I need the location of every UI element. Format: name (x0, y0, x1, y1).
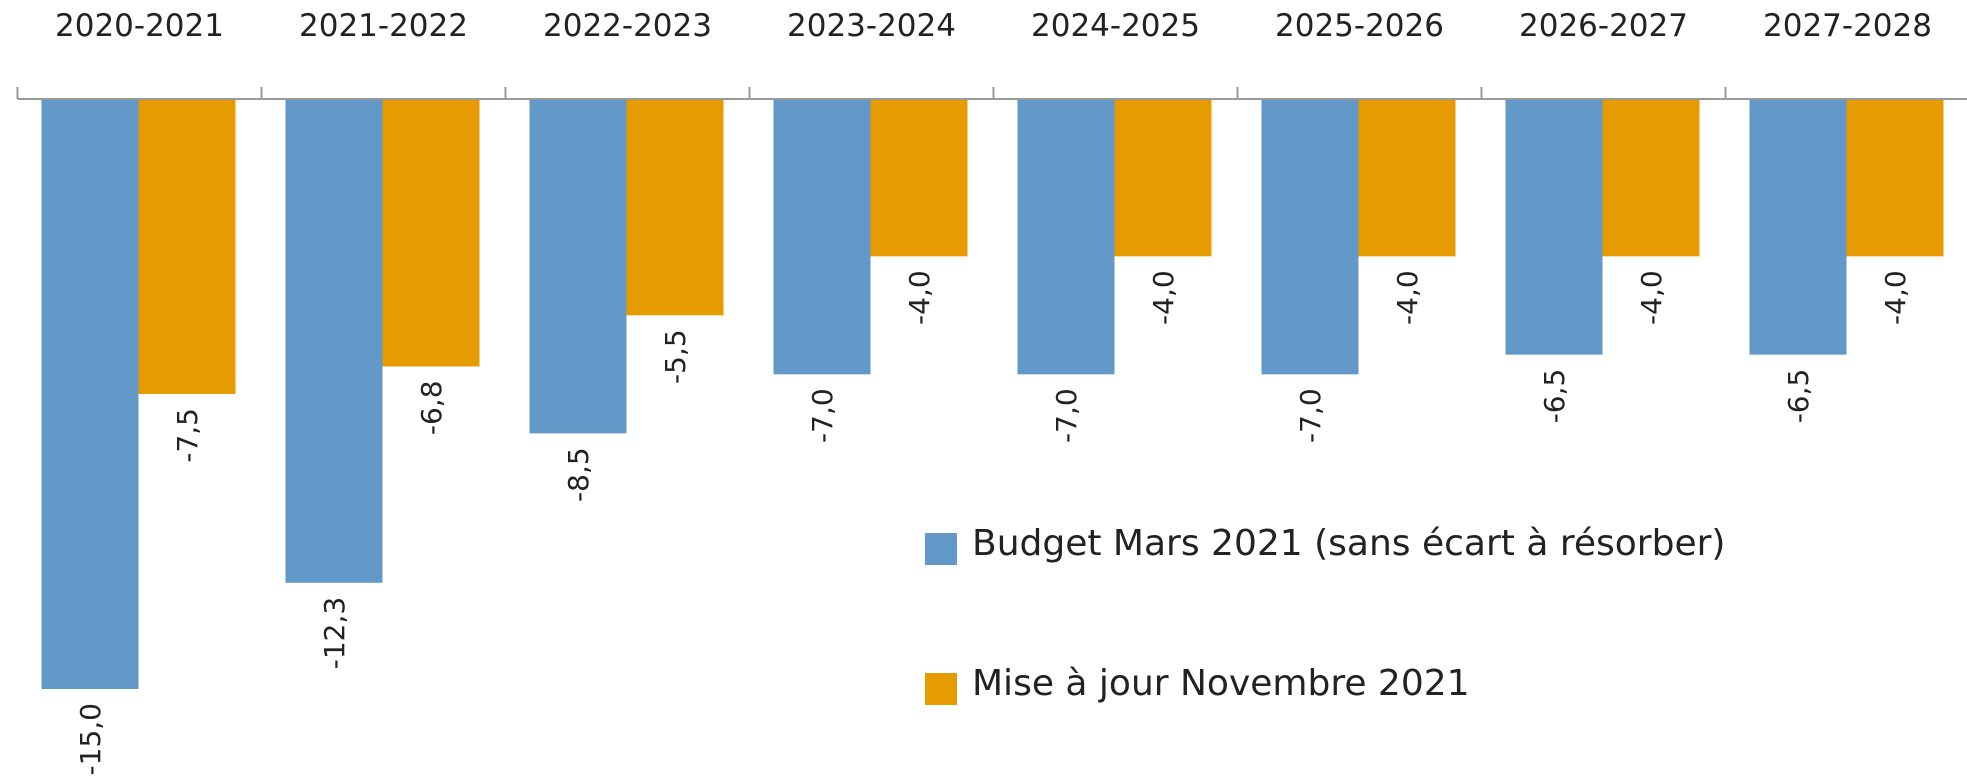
legend-swatch (925, 673, 957, 705)
bar (1114, 99, 1212, 257)
value-label: -7,0 (1294, 388, 1327, 443)
bar (41, 99, 139, 689)
x-tick-label: 2022-2023 (543, 8, 712, 44)
bar (382, 99, 480, 367)
bar (870, 99, 968, 257)
bar (626, 99, 724, 316)
value-label: -15,0 (74, 703, 107, 775)
legend-label: Mise à jour Novembre 2021 (972, 663, 1470, 704)
bar (1749, 99, 1847, 355)
bar (1602, 99, 1700, 257)
legend-label: Budget Mars 2021 (sans écart à résorber) (972, 523, 1725, 564)
bar (773, 99, 871, 375)
x-tick-label: 2023-2024 (787, 8, 956, 44)
value-label: -4,0 (1391, 270, 1424, 325)
x-tick-label: 2020-2021 (55, 8, 224, 44)
value-label: -12,3 (318, 597, 351, 669)
bar (1261, 99, 1359, 375)
value-label: -7,0 (806, 388, 839, 443)
bar (1505, 99, 1603, 355)
x-tick-label: 2027-2028 (1763, 8, 1932, 44)
bar (1358, 99, 1456, 257)
bar (1846, 99, 1944, 257)
x-tick-label: 2026-2027 (1519, 8, 1688, 44)
bar (285, 99, 383, 583)
value-label: -6,8 (415, 380, 448, 435)
value-label: -7,0 (1050, 388, 1083, 443)
value-label: -8,5 (562, 447, 595, 502)
value-label: -7,5 (171, 408, 204, 463)
x-tick-label: 2021-2022 (299, 8, 468, 44)
bar (138, 99, 236, 394)
legend-swatch (925, 533, 957, 565)
value-label: -6,5 (1538, 369, 1571, 424)
bar (1017, 99, 1115, 375)
value-label: -4,0 (1879, 270, 1912, 325)
value-label: -4,0 (1635, 270, 1668, 325)
value-label: -6,5 (1782, 369, 1815, 424)
value-label: -4,0 (903, 270, 936, 325)
bar (529, 99, 627, 434)
value-label: -5,5 (659, 329, 692, 384)
x-tick-label: 2024-2025 (1031, 8, 1200, 44)
x-tick-label: 2025-2026 (1275, 8, 1444, 44)
value-label: -4,0 (1147, 270, 1180, 325)
